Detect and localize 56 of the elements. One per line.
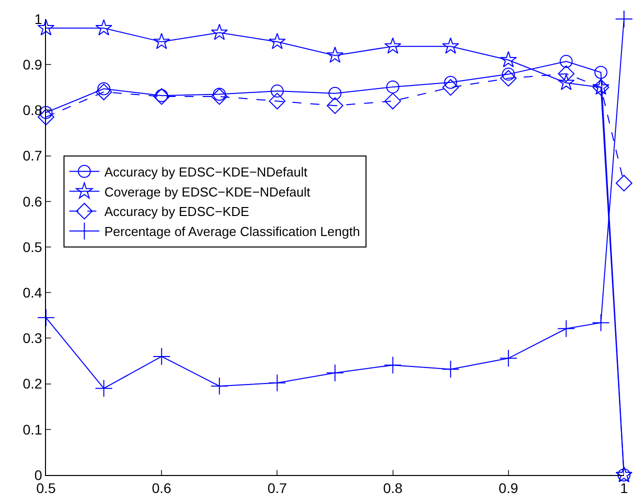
point	[268, 32, 286, 50]
x-tick-label: 0.7	[267, 480, 288, 496]
y-tick-label: 0.3	[22, 330, 42, 346]
point	[95, 19, 112, 36]
y-tick-label: 0.4	[22, 284, 42, 300]
point	[615, 10, 633, 28]
y-tick-label: 0.9	[22, 56, 42, 72]
y-tick-label: 0.2	[22, 376, 42, 392]
point	[386, 80, 400, 94]
point	[268, 92, 286, 110]
point	[500, 51, 517, 68]
y-tick-label: 1	[34, 10, 42, 27]
point	[270, 84, 284, 98]
point	[212, 88, 226, 101]
point	[442, 37, 460, 54]
x-tick-label: 0.9	[498, 480, 518, 496]
x-tick-label: 1	[620, 480, 628, 496]
y-tick-label: 0.6	[22, 193, 42, 210]
x-tick-label: 0.6	[152, 480, 172, 496]
point	[558, 65, 574, 82]
point	[153, 32, 170, 50]
point	[152, 348, 170, 366]
legend-label: Accuracy by EDSC−KDE	[104, 204, 250, 220]
legend-label: Coverage by EDSC−KDE−NDefault	[104, 184, 311, 200]
point	[211, 88, 228, 105]
point	[594, 66, 608, 79]
point	[326, 97, 344, 114]
legend-label: Accuracy by EDSC−KDE−NDefault	[104, 164, 308, 180]
y-tick-label: 0.7	[22, 148, 42, 164]
point	[96, 84, 112, 100]
legend-label: Percentage of Average Classification Length	[104, 224, 360, 240]
y-tick-label: 0	[34, 466, 42, 483]
y-tick-label: 0.8	[22, 102, 42, 118]
point	[326, 364, 344, 382]
point	[210, 377, 228, 395]
point	[210, 24, 228, 40]
point	[94, 379, 113, 398]
point	[268, 374, 286, 392]
point	[616, 174, 632, 192]
y-tick-label: 0.1	[22, 421, 42, 438]
x-tick-label: 0.8	[383, 480, 403, 496]
point	[326, 46, 344, 63]
y-tick-label: 0.5	[22, 238, 42, 255]
point	[557, 320, 576, 338]
point	[558, 74, 575, 90]
point	[442, 360, 460, 378]
point	[560, 54, 573, 68]
point	[384, 92, 402, 110]
point	[442, 79, 459, 96]
point	[500, 349, 518, 368]
point	[384, 37, 402, 54]
point	[384, 356, 402, 374]
point	[592, 314, 610, 332]
point	[500, 70, 517, 87]
point	[37, 308, 55, 327]
point	[328, 86, 342, 100]
